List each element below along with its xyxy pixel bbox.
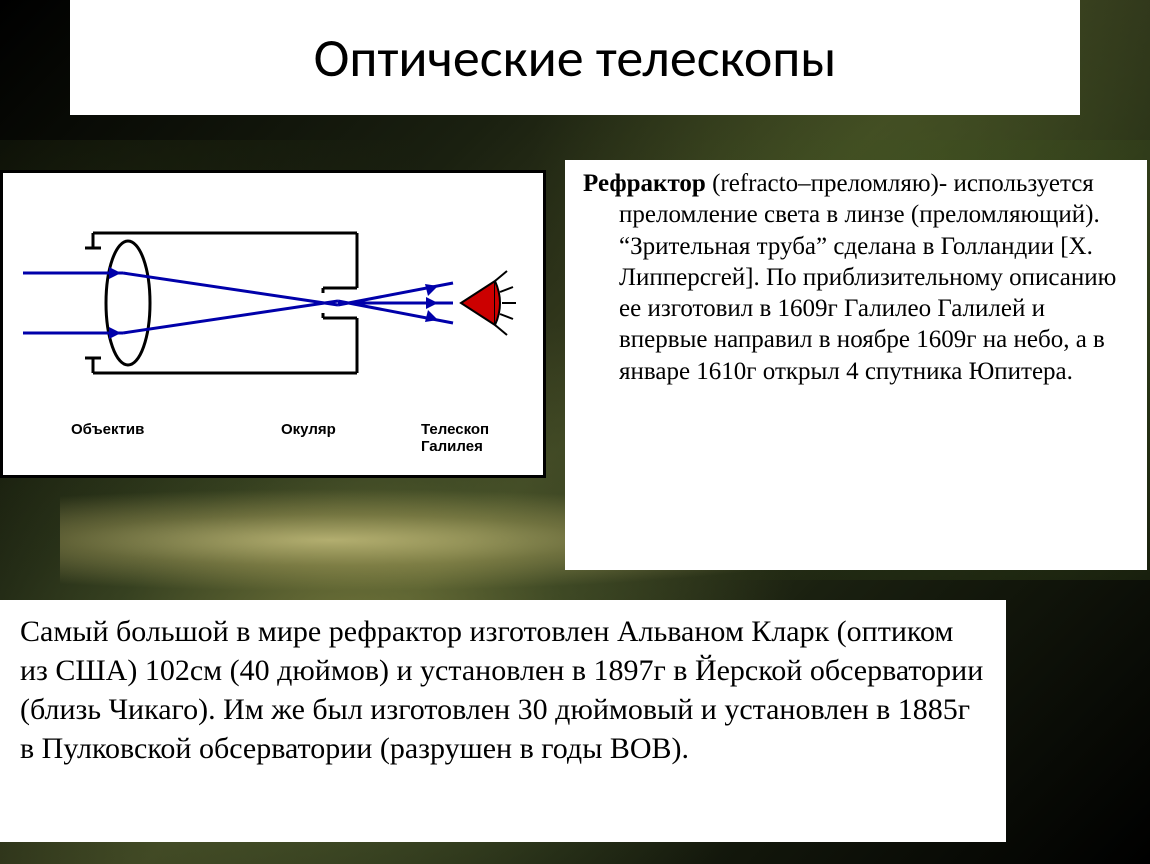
label-eyepiece: Окуляр bbox=[281, 421, 336, 438]
telescope-diagram-panel: Объектив Окуляр Телескоп Галилея bbox=[0, 170, 546, 478]
telescope-diagram: Объектив Окуляр Телескоп Галилея bbox=[23, 193, 529, 461]
page-title: Оптические телескопы bbox=[314, 25, 837, 91]
largest-refractor-panel: Самый большой в мире рефрактор изготовле… bbox=[0, 600, 1006, 842]
label-telescope-name: Телескоп Галилея bbox=[421, 421, 529, 455]
refractor-description-panel: Рефрактор (refracto–преломляю)- использу… bbox=[565, 160, 1147, 570]
refractor-body-text: (refracto–преломляю)- используется прело… bbox=[619, 170, 1116, 385]
largest-refractor-text: Самый большой в мире рефрактор изготовле… bbox=[20, 612, 986, 768]
refractor-description-text: Рефрактор (refracto–преломляю)- использу… bbox=[583, 168, 1135, 387]
label-objective: Объектив bbox=[71, 421, 144, 438]
title-panel: Оптические телескопы bbox=[70, 0, 1080, 115]
refractor-bold-word: Рефрактор bbox=[583, 170, 706, 197]
